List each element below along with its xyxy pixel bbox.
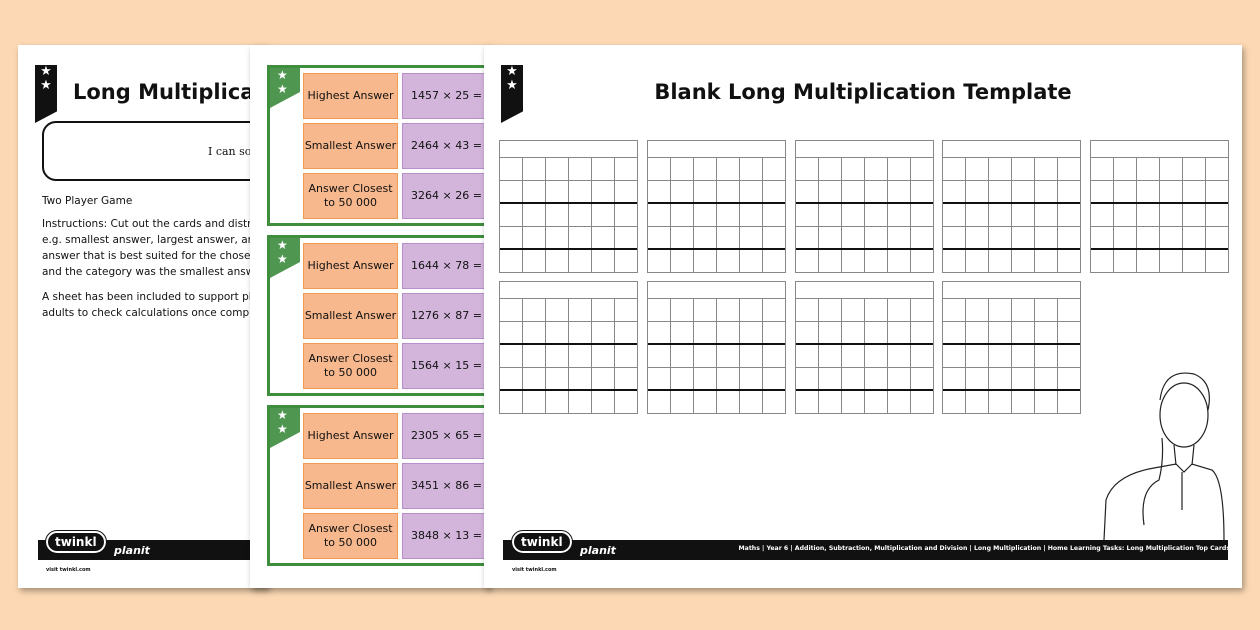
twinkl-logo: twinkl [506, 523, 590, 559]
sheet-title: Long Multiplicat [73, 80, 265, 104]
instructions-line: e.g. smallest answer, largest answer, an… [42, 234, 268, 246]
multiplication-grid [499, 140, 638, 273]
note-line: A sheet has been included to support pl [42, 291, 252, 303]
game-card: ★ ★ Highest Answer 2305 × 65 = Smallest Answ… [267, 405, 490, 566]
calculation-cell: 3848 × 13 = [402, 513, 490, 559]
planit-logo: planit [114, 544, 150, 557]
instructions-line: and the category was the smallest answe [42, 266, 261, 278]
multiplication-grid [647, 281, 786, 414]
star-flag-icon: ★ ★ [270, 238, 300, 278]
calculation-cell: 3451 × 86 = [402, 463, 490, 509]
visit-link: visit twinkl.com [512, 567, 557, 573]
category-cell: Answer Closest to 50 000 [303, 343, 398, 389]
breadcrumb: Maths | Year 6 | Addition, Subtraction, … [738, 545, 1231, 552]
planit-logo: planit [580, 544, 616, 557]
cards-sheet: ★ ★ Highest Answer 1457 × 25 = Smallest Answ… [250, 45, 490, 588]
template-sheet: ★ ★ Blank Long Multiplication Template tw… [484, 45, 1242, 588]
multiplication-grid [795, 140, 934, 273]
calculation-cell: 2464 × 43 = [402, 123, 490, 169]
calculation-cell: 3264 × 26 = [402, 173, 490, 219]
calculation-cell: 1564 × 15 = [402, 343, 490, 389]
star-flag-icon: ★ ★ [270, 408, 300, 448]
calculation-cell: 1644 × 78 = [402, 243, 490, 289]
category-cell: Highest Answer [303, 73, 398, 119]
calculation-cell: 1457 × 25 = [402, 73, 490, 119]
footer-bar [503, 540, 1228, 560]
category-cell: Highest Answer [303, 413, 398, 459]
instructions-line: Instructions: Cut out the cards and dist… [42, 218, 258, 230]
game-card: ★ ★ Highest Answer 1457 × 25 = Smallest Answ… [267, 65, 490, 226]
category-cell: Highest Answer [303, 243, 398, 289]
multiplication-grid [942, 281, 1081, 414]
multiplication-grid [647, 140, 786, 273]
category-cell: Smallest Answer [303, 463, 398, 509]
star-flag-icon: ★ ★ [35, 65, 57, 123]
game-card: ★ ★ Highest Answer 1644 × 78 = Smallest Answ… [267, 235, 490, 396]
twinkl-logo: twinkl [40, 523, 124, 559]
sheet-title: Blank Long Multiplication Template [654, 80, 1072, 104]
visit-link: visit twinkl.com [46, 567, 91, 573]
note-line: adults to check calculations once comple [42, 307, 259, 319]
multiplication-grid [1090, 140, 1229, 273]
category-cell: Answer Closest to 50 000 [303, 173, 398, 219]
category-cell: Smallest Answer [303, 123, 398, 169]
game-heading: Two Player Game [42, 195, 133, 207]
multiplication-grid [795, 281, 934, 414]
calculation-cell: 1276 × 87 = [402, 293, 490, 339]
multiplication-grid [499, 281, 638, 414]
objective-text: I can solv [208, 145, 262, 158]
learning-objective-box: I can solv [42, 121, 268, 181]
instructions-sheet: ★ ★ Long Multiplicat I can solv Two Playe… [18, 45, 268, 588]
calculation-cell: 2305 × 65 = [402, 413, 490, 459]
instructions-line: answer that is best suited for the chose… [42, 250, 267, 262]
star-flag-icon: ★ ★ [501, 65, 523, 123]
star-flag-icon: ★ ★ [270, 68, 300, 108]
thinking-boy-illustration [1103, 372, 1225, 540]
category-cell: Smallest Answer [303, 293, 398, 339]
multiplication-grid [942, 140, 1081, 273]
category-cell: Answer Closest to 50 000 [303, 513, 398, 559]
